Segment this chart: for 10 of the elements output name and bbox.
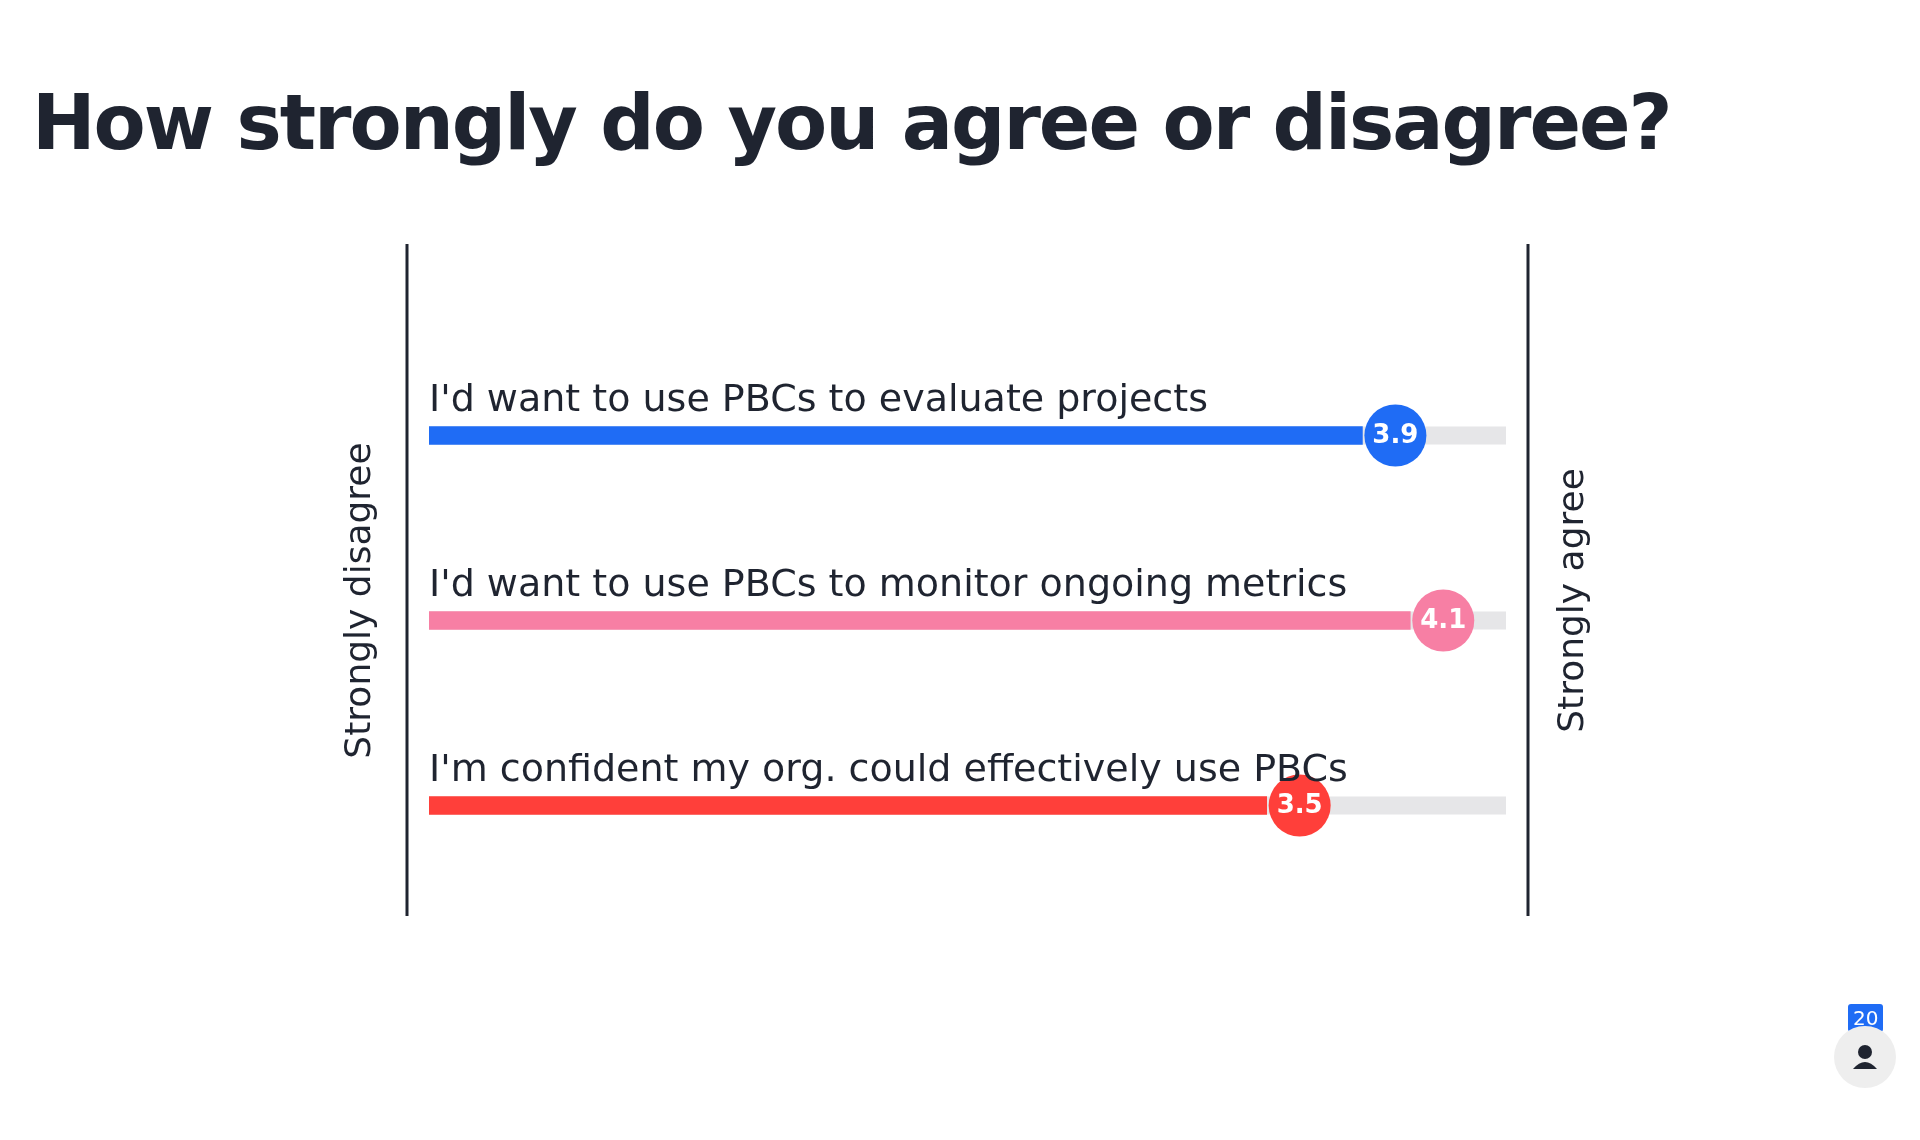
data-label: 3.5	[1276, 789, 1323, 820]
y-tick-label: I'm confident my org. could effectively use PBCs	[429, 745, 1348, 790]
chart-title: How strongly do you agree or disagree?	[32, 78, 1671, 167]
text: Strongly disagree	[337, 442, 379, 759]
text: 20	[1848, 1004, 1884, 1032]
y-tick-label: I'd want to use PBCs to monitor ongoing metrics	[429, 560, 1348, 605]
y-tick-label: I'd want to use PBCs to evaluate projects	[429, 375, 1208, 420]
text: Strongly agree	[1550, 468, 1592, 733]
data-label: 3.9	[1372, 419, 1419, 450]
data-label: 4.1	[1420, 604, 1467, 635]
